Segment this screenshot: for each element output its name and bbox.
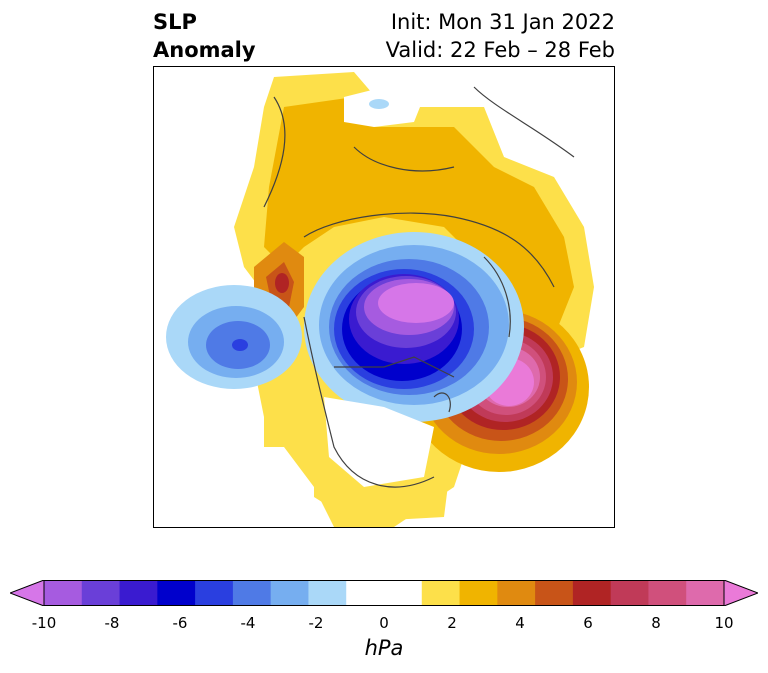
colorbar	[8, 579, 760, 607]
colorbar-segment	[81, 580, 121, 606]
colorbar-tick-label: -8	[104, 614, 120, 632]
colorbar-segment	[610, 580, 649, 606]
colorbar-tick-label: 6	[583, 614, 593, 632]
map-title: SLP Anomaly	[153, 8, 256, 64]
colorbar-outline	[43, 580, 725, 606]
colorbar-tick-label: 4	[515, 614, 525, 632]
unit-label: hPa	[364, 636, 404, 660]
colorbar-segment	[119, 580, 158, 606]
colorbar-tick-label: 2	[447, 614, 457, 632]
colorbar-graphic	[8, 579, 760, 607]
colorbar-tick-label: -6	[172, 614, 188, 632]
colorbar-segment	[572, 580, 612, 606]
slp-anomaly-field	[166, 72, 594, 527]
coastlines	[263, 86, 575, 488]
variable-type: Anomaly	[153, 38, 256, 62]
init-date: Init: Mon 31 Jan 2022	[390, 10, 615, 34]
colorbar-segment	[384, 580, 423, 606]
variable-name: SLP	[153, 10, 197, 34]
colorbar-segment	[157, 580, 196, 606]
colorbar-segment	[686, 580, 725, 606]
colorbar-tick-label: 0	[379, 614, 389, 632]
colorbar-tick-label: 10	[714, 614, 734, 632]
colorbar-tick-label: -2	[308, 614, 324, 632]
arctic-low-anomaly	[304, 232, 524, 422]
colorbar-extend-max	[723, 579, 760, 607]
colorbar-segment	[232, 580, 272, 606]
colorbar-segment	[270, 580, 309, 606]
colorbar-segment	[459, 580, 498, 606]
colorbar-segment	[308, 580, 347, 606]
colorbar-segment	[497, 580, 536, 606]
polar-map	[153, 66, 615, 528]
colorbar-tick-label: -4	[240, 614, 256, 632]
valid-range: Valid: 22 Feb – 28 Feb	[385, 38, 615, 62]
forecast-dates: Init: Mon 31 Jan 2022 Valid: 22 Feb – 28…	[386, 8, 615, 64]
pacific-low-anomaly	[166, 285, 302, 389]
colorbar-segment	[648, 580, 687, 606]
colorbar-tick-label: 8	[651, 614, 661, 632]
colorbar-segment	[346, 580, 385, 606]
neutral-region	[324, 397, 434, 487]
colorbar-segment	[195, 580, 234, 606]
colorbar-tick-label: -10	[31, 614, 57, 632]
colorbar-segment	[44, 580, 83, 606]
colorbar-extend-min	[8, 579, 45, 607]
colorbar-segment	[535, 580, 574, 606]
colorbar-segment	[421, 580, 461, 606]
